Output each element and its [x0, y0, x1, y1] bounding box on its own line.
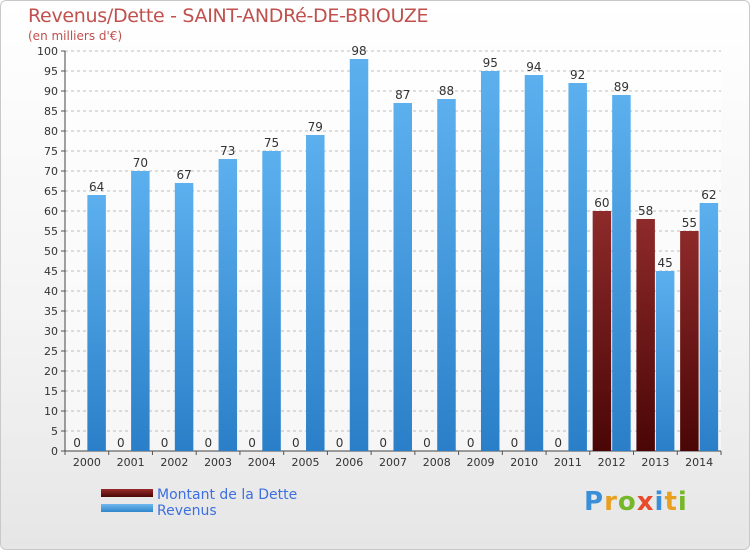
data-label-dette: 0: [204, 436, 212, 450]
y-tick-label: 55: [44, 225, 58, 238]
data-label-dette: 0: [336, 436, 344, 450]
y-tick-label: 25: [44, 345, 58, 358]
bar-revenus: [437, 99, 456, 451]
y-tick-label: 35: [44, 305, 58, 318]
y-tick-label: 45: [44, 265, 58, 278]
y-tick-label: 95: [44, 65, 58, 78]
x-tick-label: 2013: [641, 456, 669, 469]
y-tick-label: 30: [44, 325, 58, 338]
data-label-revenus: 45: [658, 256, 673, 270]
x-tick-label: 2008: [423, 456, 451, 469]
chart-subtitle: (en milliers d'€): [28, 29, 123, 43]
x-tick-label: 2001: [117, 456, 145, 469]
bar-revenus: [699, 203, 719, 451]
data-label-revenus: 92: [570, 68, 585, 82]
y-tick-label: 85: [44, 105, 58, 118]
chart-title: Revenus/Dette - SAINT-ANDRé-DE-BRIOUZE: [28, 5, 429, 27]
bar-dette: [680, 231, 699, 451]
bar-revenus: [524, 75, 544, 451]
data-label-revenus: 73: [220, 144, 235, 158]
bar-revenus: [612, 95, 631, 451]
data-label-revenus: 87: [395, 88, 410, 102]
data-label-revenus: 67: [176, 168, 191, 182]
data-label-revenus: 98: [351, 44, 366, 58]
x-tick-label: 2010: [510, 456, 538, 469]
bar-revenus: [306, 135, 325, 451]
data-label-dette: 0: [73, 436, 81, 450]
bar-revenus: [349, 59, 369, 451]
x-tick-label: 2012: [598, 456, 626, 469]
x-tick-label: 2005: [292, 456, 320, 469]
x-tick-label: 2014: [685, 456, 713, 469]
proxiti-logo: Proxiti: [584, 487, 688, 517]
y-tick-label: 75: [44, 145, 58, 158]
legend-swatch-dette: [101, 489, 153, 497]
x-tick-label: 2006: [335, 456, 363, 469]
bar-revenus: [262, 151, 281, 451]
y-tick-label: 80: [44, 125, 58, 138]
bar-dette: [636, 219, 655, 451]
legend-label-revenus: Revenus: [157, 503, 217, 519]
data-label-dette: 58: [638, 204, 653, 218]
data-label-revenus: 88: [439, 84, 454, 98]
x-tick-label: 2007: [379, 456, 407, 469]
y-tick-label: 40: [44, 285, 58, 298]
bar-revenus: [218, 159, 238, 451]
bar-revenus: [131, 171, 150, 451]
legend-label-dette: Montant de la Dette: [157, 487, 298, 503]
data-label-revenus: 70: [133, 156, 148, 170]
y-tick-label: 60: [44, 205, 58, 218]
data-label-dette: 0: [292, 436, 300, 450]
y-tick-label: 15: [44, 385, 58, 398]
data-label-dette: 55: [682, 216, 697, 230]
legend-swatch-revenus: [101, 504, 153, 512]
data-label-dette: 0: [467, 436, 475, 450]
bar-revenus: [87, 195, 106, 451]
x-tick-label: 2009: [466, 456, 494, 469]
data-label-revenus: 75: [264, 136, 279, 150]
y-tick-label: 90: [44, 85, 58, 98]
x-tick-label: 2011: [554, 456, 582, 469]
data-label-revenus: 64: [89, 180, 104, 194]
data-label-dette: 0: [511, 436, 519, 450]
y-tick-label: 70: [44, 165, 58, 178]
data-label-dette: 0: [423, 436, 431, 450]
x-tick-label: 2004: [248, 456, 276, 469]
y-tick-label: 0: [51, 445, 58, 458]
data-label-dette: 0: [554, 436, 562, 450]
data-label-dette: 0: [248, 436, 256, 450]
y-tick-label: 65: [44, 185, 58, 198]
data-label-revenus: 79: [308, 120, 323, 134]
bar-revenus: [568, 83, 587, 451]
data-label-dette: 0: [117, 436, 125, 450]
y-tick-label: 10: [44, 405, 58, 418]
x-tick-label: 2003: [204, 456, 232, 469]
bar-revenus: [393, 103, 412, 451]
x-tick-label: 2002: [160, 456, 188, 469]
bar-revenus: [480, 71, 500, 451]
bar-dette: [592, 211, 612, 451]
data-label-revenus: 62: [701, 188, 716, 202]
data-label-revenus: 89: [614, 80, 629, 94]
bar-revenus: [174, 183, 194, 451]
data-label-revenus: 94: [526, 60, 541, 74]
data-label-dette: 60: [594, 196, 609, 210]
bar-revenus: [655, 271, 675, 451]
x-tick-label: 2000: [73, 456, 101, 469]
y-tick-label: 20: [44, 365, 58, 378]
y-tick-label: 50: [44, 245, 58, 258]
y-tick-label: 5: [51, 425, 58, 438]
data-label-dette: 0: [379, 436, 387, 450]
data-label-dette: 0: [161, 436, 169, 450]
data-label-revenus: 95: [483, 56, 498, 70]
y-tick-label: 100: [37, 45, 58, 58]
